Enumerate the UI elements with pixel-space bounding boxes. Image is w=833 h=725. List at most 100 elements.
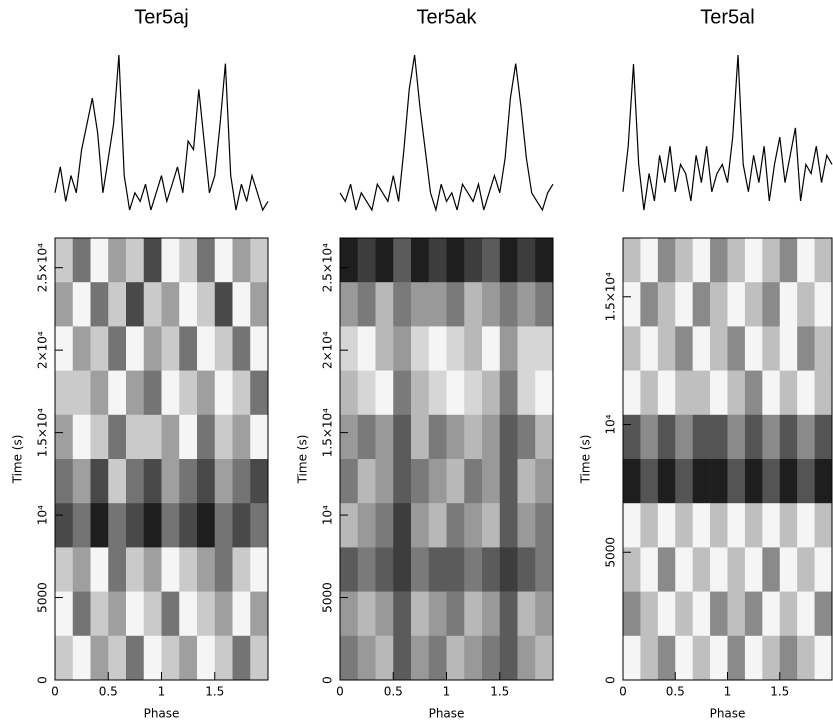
heat-cell [143,238,162,283]
heat-cell [108,635,127,681]
heat-cell [482,282,501,327]
heat-cell [675,591,693,637]
y-tick-label: 10⁴ [321,505,335,525]
heat-cell [428,370,447,416]
heat-cell [535,414,554,460]
heat-cell [779,282,798,327]
heat-cell [657,282,676,327]
heat-cell [143,635,162,681]
heat-cell [143,326,162,371]
heat-cell [623,503,641,548]
heat-cell [90,238,109,283]
heat-cell [197,326,216,371]
heat-cell [126,414,145,460]
heat-cell [232,326,251,371]
x-tick-label: 1 [443,685,451,699]
heat-cell [357,459,376,504]
heat-cell [214,282,233,327]
heat-cell [375,591,394,637]
heat-cell [657,370,676,416]
heat-cell [640,414,659,460]
heat-cell [375,459,394,504]
heat-cell [143,547,162,592]
heat-cell [340,370,359,416]
heat-cell [535,503,554,548]
heat-cell [675,459,693,504]
heat-cell [161,591,180,637]
heat-cell [72,370,91,416]
heat-cell [535,591,554,637]
heat-cell [161,238,180,283]
heat-cell [340,547,359,592]
heat-cell [232,459,251,504]
heat-cell [340,503,359,548]
heat-cell [250,459,269,504]
x-tick-label: 0 [336,685,344,699]
heat-cell [108,282,127,327]
heat-cell [517,370,536,416]
heat-cell [797,238,815,283]
heat-cell [535,326,554,371]
heat-cell [179,591,198,637]
heat-cell [232,635,251,681]
heat-cell [623,282,641,327]
heat-cell [762,547,781,592]
heat-cell [72,282,91,327]
x-tick-label: 0.5 [666,685,685,699]
x-tick-label: 0 [51,685,59,699]
heat-cell [762,238,781,283]
heat-cell [482,635,501,681]
heat-cell [411,635,430,681]
heat-cell [446,503,465,548]
heat-cell [464,282,483,327]
heat-cell [179,370,198,416]
x-tick-label: 1 [724,685,732,699]
heat-cell [657,591,676,637]
heat-cell [393,414,412,460]
heat-cell [675,503,693,548]
heat-cell [126,635,145,681]
heat-cell [55,503,74,548]
heat-cell [814,282,833,327]
heat-cell [428,459,447,504]
heat-cell [744,238,763,283]
heat-cell [762,459,781,504]
heat-cell [108,414,127,460]
heat-cell [340,414,359,460]
heat-cell [446,326,465,371]
heat-cell [464,547,483,592]
heat-cell [232,238,251,283]
heat-cell [779,459,798,504]
heat-cell [710,459,728,504]
heat-cell [535,282,554,327]
x-axis-label: Phase [429,707,465,721]
heat-cell [692,591,711,637]
heat-cell [814,238,833,283]
y-tick-label: 5000 [36,582,50,613]
heat-cell [197,238,216,283]
heat-cell [250,414,269,460]
heat-cell [72,503,91,548]
heat-cell [179,459,198,504]
heat-cell [499,414,518,460]
heat-cell [393,326,412,371]
heat-cell [446,591,465,637]
heat-cell [197,635,216,681]
heat-cell [90,547,109,592]
heat-cell [90,414,109,460]
heat-cell [675,238,693,283]
heat-cell [357,635,376,681]
heat-cell [499,326,518,371]
heat-cell [762,282,781,327]
x-tick-label: 0.5 [99,685,118,699]
y-tick-label: 1.5×10⁴ [604,272,618,321]
heat-cell [428,238,447,283]
heat-cell [357,370,376,416]
heat-cell [727,414,746,460]
heat-cell [143,282,162,327]
pulse-profile [54,54,269,212]
heat-cell [657,414,676,460]
heat-cell [675,370,693,416]
heat-cell [72,591,91,637]
y-tick-label: 0 [321,676,335,684]
